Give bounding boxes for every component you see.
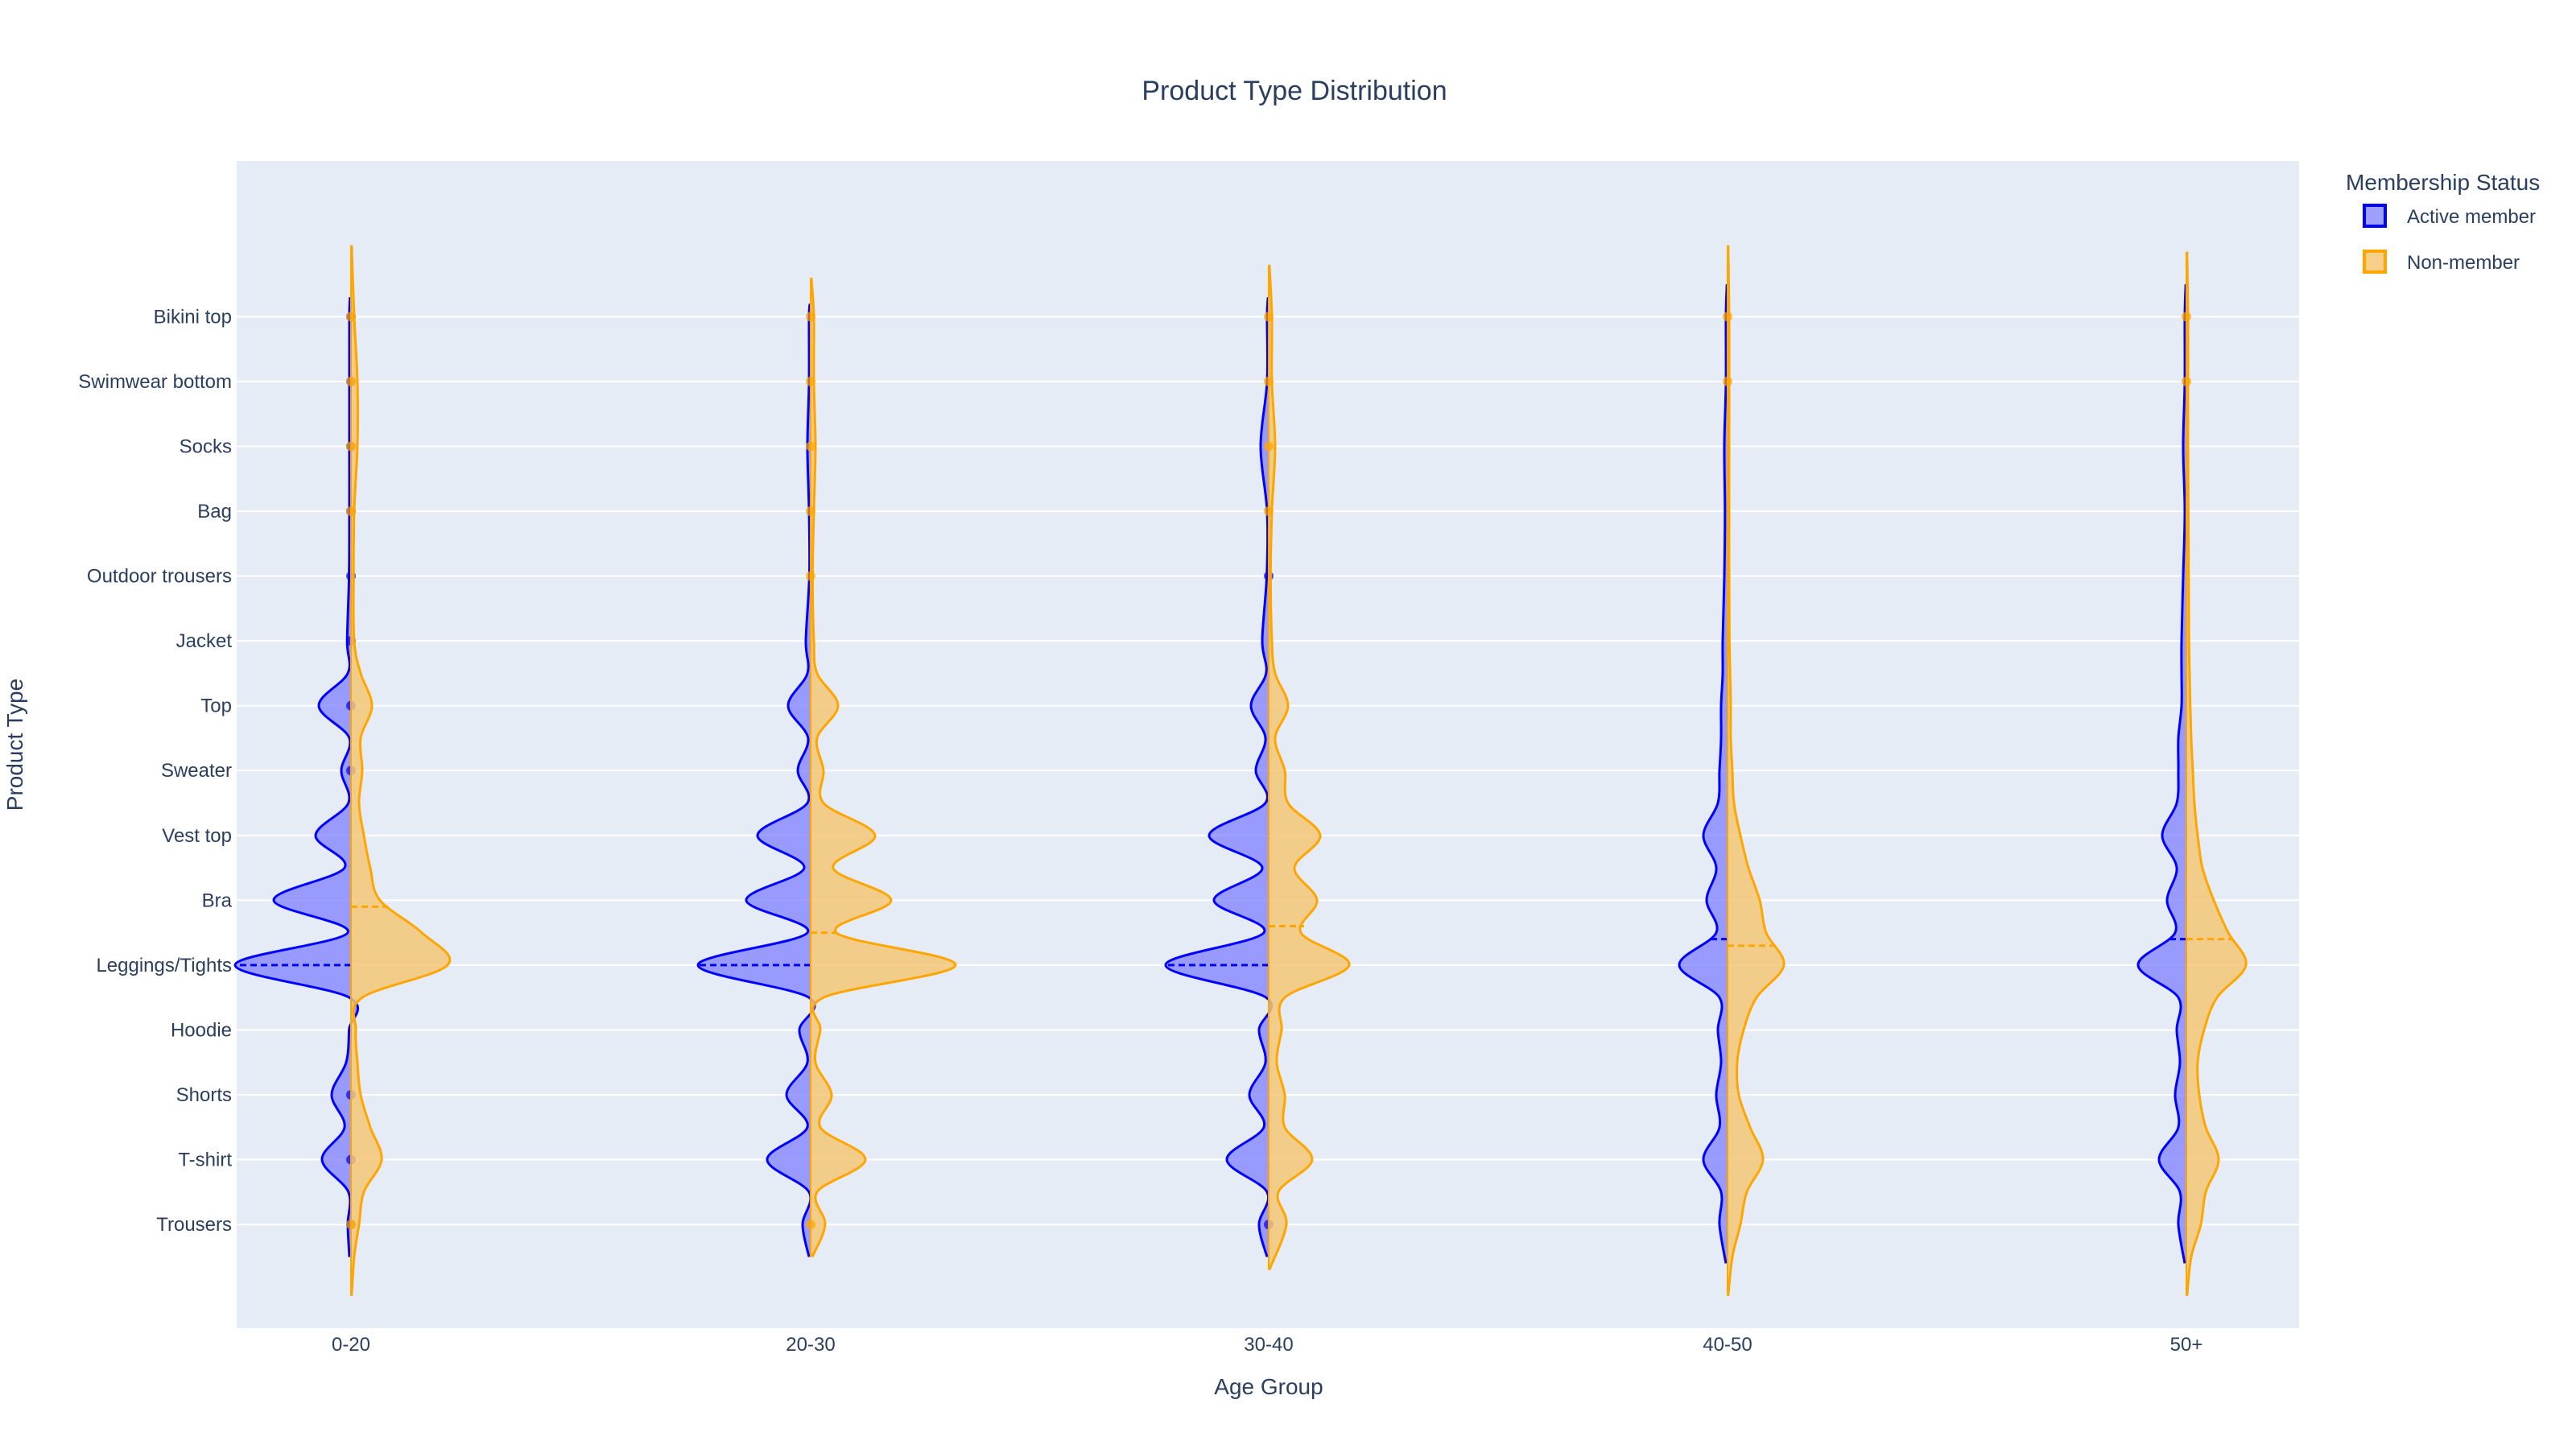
data-point[interactable] bbox=[806, 571, 815, 581]
data-point[interactable] bbox=[346, 506, 356, 516]
violin-outline-active-member bbox=[233, 297, 360, 1257]
violin-non-member[interactable] bbox=[1269, 264, 1350, 1270]
legend-item-active-member[interactable]: Active member bbox=[2363, 204, 2536, 228]
data-point[interactable] bbox=[806, 312, 815, 322]
data-point[interactable] bbox=[1264, 312, 1274, 322]
legend-title: Membership Status bbox=[2346, 170, 2540, 195]
x-tick-label: 30-40 bbox=[1244, 1334, 1293, 1356]
y-tick-label: Swimwear bottom bbox=[78, 371, 232, 393]
data-point[interactable] bbox=[346, 376, 356, 386]
violin-outline-non-member bbox=[2186, 251, 2248, 1296]
legend-swatch-non-member bbox=[2363, 250, 2387, 274]
legend-label-non-member: Non-member bbox=[2407, 252, 2520, 274]
y-tick-label: Bikini top bbox=[154, 306, 232, 328]
x-tick-label: 0-20 bbox=[332, 1334, 370, 1356]
data-point[interactable] bbox=[346, 312, 356, 322]
chart-title: Product Type Distribution bbox=[1141, 76, 1447, 106]
violin-active-member[interactable] bbox=[697, 303, 815, 1257]
data-point[interactable] bbox=[1264, 441, 1274, 452]
y-axis-title: Product Type bbox=[2, 679, 27, 811]
violin-active-member[interactable] bbox=[1165, 297, 1272, 1257]
data-point[interactable] bbox=[1264, 376, 1274, 386]
violin-non-member[interactable] bbox=[351, 245, 450, 1296]
y-tick-label: Jacket bbox=[176, 630, 233, 652]
data-point[interactable] bbox=[2182, 312, 2191, 322]
x-axis-title: Age Group bbox=[1214, 1374, 1323, 1399]
data-point[interactable] bbox=[1264, 506, 1274, 516]
violin-outline-non-member bbox=[810, 277, 957, 1258]
y-tick-label: Bra bbox=[202, 890, 233, 911]
legend-label-active-member: Active member bbox=[2407, 206, 2536, 228]
data-point[interactable] bbox=[346, 441, 356, 452]
y-tick-label: T-shirt bbox=[178, 1150, 232, 1171]
violin-non-member[interactable] bbox=[811, 278, 956, 1257]
x-tick-label: 20-30 bbox=[786, 1334, 835, 1356]
y-tick-label: Socks bbox=[180, 436, 232, 457]
violin-outline-non-member bbox=[1727, 245, 1785, 1296]
data-point[interactable] bbox=[2182, 376, 2191, 386]
data-point[interactable] bbox=[346, 1220, 356, 1230]
y-tick-label: Shorts bbox=[176, 1084, 232, 1106]
y-tick-label: Sweater bbox=[161, 760, 232, 782]
violins bbox=[233, 245, 2248, 1296]
y-tick-label: Hoodie bbox=[171, 1019, 232, 1041]
y-tick-label: Top bbox=[200, 696, 232, 717]
violin-outline-active-member bbox=[696, 303, 816, 1257]
legend-swatch-active-member bbox=[2363, 204, 2387, 228]
violin-active-member[interactable] bbox=[1678, 284, 1728, 1264]
data-point[interactable] bbox=[806, 1220, 815, 1230]
violin-active-member[interactable] bbox=[2137, 284, 2186, 1264]
y-tick-label: Trousers bbox=[156, 1214, 232, 1236]
x-tick-label: 40-50 bbox=[1703, 1334, 1752, 1356]
y-tick-label: Bag bbox=[197, 501, 232, 522]
violin-non-member[interactable] bbox=[2186, 251, 2247, 1296]
data-point[interactable] bbox=[1723, 376, 1732, 386]
x-tick-labels: 0-20 20-30 30-40 40-50 50+ bbox=[332, 1334, 2202, 1356]
violin-outline-active-member bbox=[1678, 284, 1728, 1264]
data-point[interactable] bbox=[806, 376, 815, 386]
y-tick-label: Vest top bbox=[162, 825, 232, 847]
y-tick-label: Leggings/Tights bbox=[96, 955, 232, 976]
data-point[interactable] bbox=[806, 441, 815, 452]
violin-active-member[interactable] bbox=[234, 297, 358, 1257]
y-tick-labels: Trousers T-shirt Shorts Hoodie Leggings/Tigh… bbox=[78, 306, 232, 1236]
violin-outline-active-member bbox=[2136, 284, 2187, 1264]
y-tick-label: Outdoor trousers bbox=[87, 566, 232, 588]
legend-item-non-member[interactable]: Non-member bbox=[2363, 250, 2520, 274]
legend: Membership Status Active member Non-memb… bbox=[2346, 170, 2540, 274]
data-point[interactable] bbox=[806, 506, 815, 516]
x-tick-label: 50+ bbox=[2170, 1334, 2203, 1356]
data-point[interactable] bbox=[1723, 312, 1732, 322]
